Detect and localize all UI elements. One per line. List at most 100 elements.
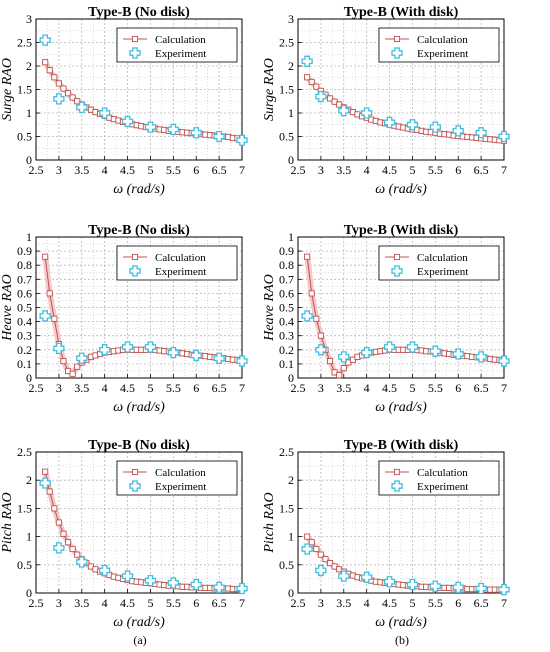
legend-calculation-marker [131, 35, 139, 43]
chart-panel-6: 2.5 3 3.5 4 4.5 5 5.5 6 6.5 7 0 0.5 1 1.5 2 2.5 Type-B (… [262, 438, 510, 630]
calculation-point [326, 95, 334, 102]
experiment-point [338, 105, 350, 117]
calculation-point [69, 94, 76, 101]
x-tick-label: 6.5 [474, 163, 489, 177]
y-axis-label: Heave RAO [262, 274, 277, 341]
x-tick-label: 5 [147, 596, 153, 610]
y-tick-label: 0.9 [279, 244, 294, 258]
calculation-point [304, 74, 311, 81]
x-tick-label: 6.5 [474, 596, 489, 610]
x-tick-label: 3.5 [74, 163, 89, 177]
x-tick-label: 4 [102, 163, 108, 177]
chart-panel-1: 2.5 3 3.5 4 4.5 5 5.5 6 6.5 7 0 0.5 1 1.5 2 2.5 3 Type-B … [0, 5, 248, 197]
y-tick-label: 2 [288, 473, 294, 487]
y-axis-label: Pitch RAO [0, 492, 15, 553]
calculation-point [74, 363, 81, 370]
legend-calculation-label: Calculation [155, 467, 206, 479]
experiment-point [498, 355, 510, 367]
legend-experiment-marker [129, 480, 141, 492]
x-tick-label: 5 [409, 596, 415, 610]
chart-panel-4: 2.5 3 3.5 4 4.5 5 5.5 6 6.5 700.10.20.30.40.50.60… [262, 223, 510, 415]
chart-title: Type-B (With disk) [344, 223, 459, 238]
experiment-point [498, 583, 510, 596]
chart-panel-3: 2.5 3 3.5 4 4.5 5 5.5 6 6.5 700.10.20.30.40.50.60… [0, 223, 248, 415]
x-tick-label: 6 [455, 163, 461, 177]
experiment-point [76, 101, 88, 114]
experiment-point [236, 355, 248, 367]
x-tick-label: 5 [147, 381, 153, 395]
legend-calculation-marker [131, 253, 139, 261]
legend-experiment-marker [391, 47, 403, 59]
x-tick-label: 4.5 [120, 163, 135, 177]
legend-experiment-marker [391, 480, 403, 492]
legend-experiment-marker [129, 47, 141, 59]
x-tick-label: 2.5 [291, 596, 306, 610]
experiment-point [361, 107, 373, 119]
x-tick-label: 6 [455, 381, 461, 395]
x-tick-label: 3.5 [74, 596, 89, 610]
y-tick-label: 2.5 [17, 445, 32, 459]
experiment-point [498, 130, 510, 143]
calculation-point [313, 315, 320, 322]
calculation-point [46, 290, 53, 297]
x-tick-label: 2.5 [29, 163, 44, 177]
experiment-point [190, 127, 202, 139]
experiment-point [406, 578, 419, 591]
experiment-point [452, 348, 464, 360]
legend-calculation-marker [393, 35, 401, 43]
x-tick-label: 4 [102, 596, 108, 610]
legend: Calculation Experiment [378, 245, 500, 281]
y-tick-label: 0.6 [279, 286, 294, 300]
calculation-point [64, 90, 72, 97]
y-tick-label: 0.5 [17, 301, 32, 315]
calculation-point [55, 80, 62, 87]
y-tick-label: 0.5 [17, 130, 32, 144]
calculation-point [340, 365, 347, 372]
x-tick-label: 4.5 [382, 596, 397, 610]
calculation-point [51, 505, 58, 512]
x-axis-label: ω (rad/s) [113, 182, 165, 197]
x-tick-label: 5.5 [166, 381, 181, 395]
experiment-point [99, 564, 111, 577]
x-tick-label: 5.5 [428, 596, 443, 610]
experiment-point [429, 121, 441, 133]
y-tick-label: 0.8 [17, 258, 32, 272]
x-tick-label: 5.5 [166, 163, 181, 177]
y-tick-label: 0.5 [279, 558, 294, 572]
x-tick-label: 2.5 [291, 163, 306, 177]
legend-experiment-label: Experiment [417, 266, 468, 278]
x-axis-label: ω (rad/s) [375, 400, 427, 415]
legend-calculation-label: Calculation [417, 467, 468, 479]
y-axis-label: Surge RAO [0, 58, 15, 121]
calculation-point [308, 539, 315, 546]
x-tick-label: 4 [102, 381, 108, 395]
y-tick-label: 0.3 [17, 329, 32, 343]
legend: Calculation Experiment [378, 460, 500, 496]
x-tick-label: 5 [409, 381, 415, 395]
chart-title: Type-B (No disk) [88, 438, 190, 453]
x-tick-label: 7 [239, 381, 245, 395]
legend: Calculation Experiment [116, 245, 238, 281]
experiment-point [383, 116, 396, 129]
calculation-point [308, 290, 315, 297]
x-axis-label: ω (rad/s) [375, 615, 427, 630]
legend-calculation-marker [393, 468, 401, 476]
x-tick-label: 7 [501, 163, 507, 177]
calculation-point [308, 78, 315, 86]
y-tick-label: 0 [288, 371, 294, 385]
x-axis-label: ω (rad/s) [113, 615, 165, 630]
experiment-point [301, 543, 313, 555]
calculation-point [304, 253, 311, 260]
x-tick-label: 7 [239, 596, 245, 610]
calculation-point [313, 83, 320, 90]
experiment-point [406, 119, 419, 131]
calculation-point [69, 370, 76, 377]
y-tick-label: 0.5 [279, 130, 294, 144]
experiment-point [76, 352, 88, 364]
x-tick-label: 6 [193, 596, 199, 610]
calculation-point [322, 556, 329, 563]
y-axis-label: Pitch RAO [262, 492, 277, 553]
caption-b: (b) [395, 633, 409, 647]
legend-experiment-label: Experiment [417, 481, 468, 493]
x-tick-label: 4.5 [382, 163, 397, 177]
